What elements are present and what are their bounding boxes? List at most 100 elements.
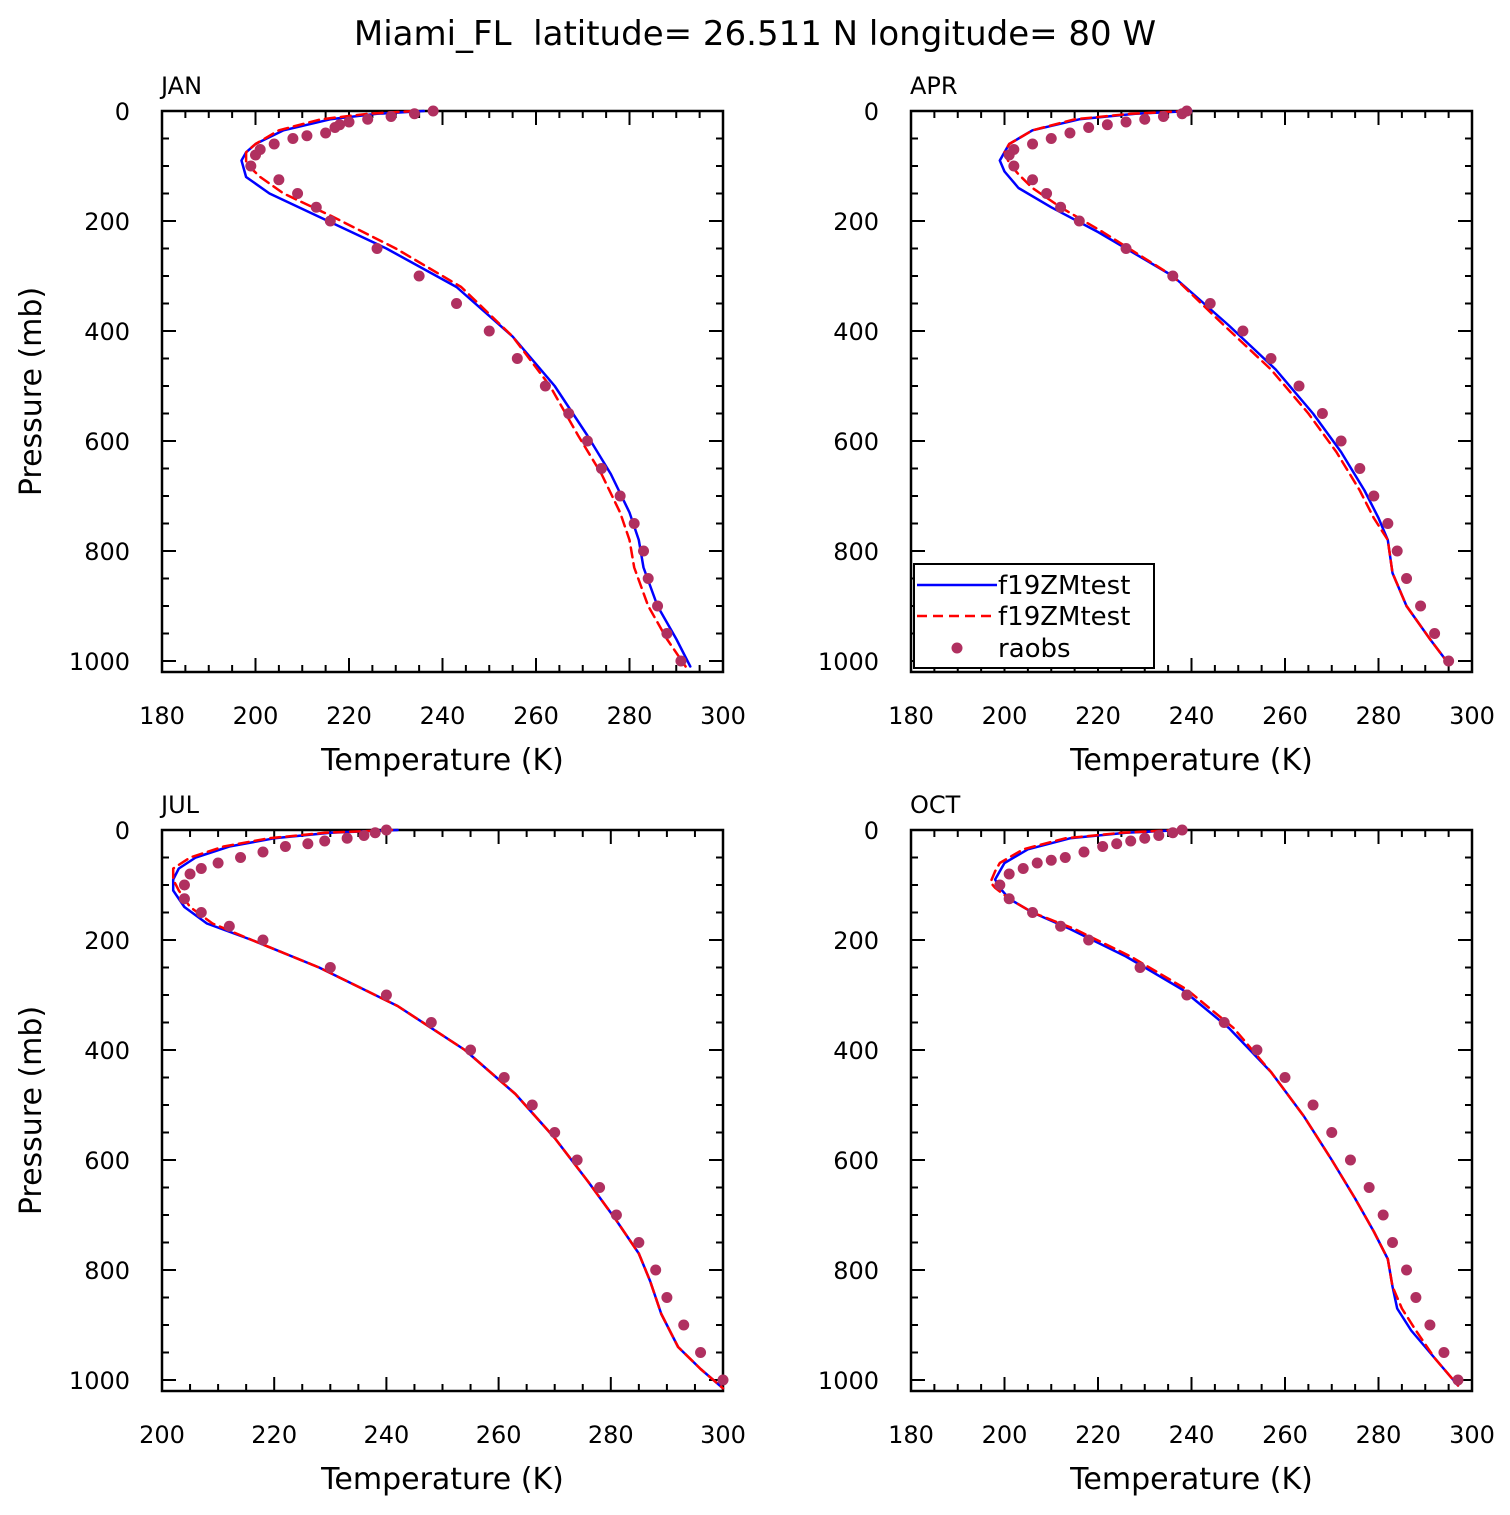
raobs-point	[1410, 1292, 1422, 1303]
y-tick-label: 600	[833, 1147, 879, 1175]
panel-label: APR	[910, 72, 958, 100]
raobs-point	[369, 827, 381, 839]
raobs-point	[661, 1292, 673, 1303]
raobs-point	[642, 573, 654, 584]
x-tick-label: 240	[363, 1421, 409, 1449]
raobs-point	[1134, 962, 1146, 973]
raobs-point	[1027, 907, 1039, 918]
raobs-point	[1045, 133, 1057, 144]
raobs-point	[633, 1237, 645, 1248]
x-tick-label: 240	[1169, 702, 1215, 730]
raobs-point	[1003, 149, 1015, 161]
panel-label: OCT	[910, 791, 961, 819]
raobs-point	[279, 841, 291, 852]
raobs-point	[1167, 270, 1179, 282]
raobs-point	[362, 113, 374, 125]
raobs-point	[465, 1044, 477, 1056]
figure-title: Miami_FL latitude= 26.511 N longitude= 8…	[354, 14, 1156, 54]
raobs-point	[1003, 893, 1015, 905]
y-tick-label: 200	[833, 927, 879, 955]
raobs-point	[1008, 160, 1020, 172]
raobs-point	[250, 149, 261, 161]
raobs-point	[1083, 122, 1095, 133]
raobs-point	[1153, 830, 1165, 841]
raobs-point	[257, 934, 269, 946]
raobs-point	[329, 122, 341, 133]
x-tick-label: 240	[1169, 1421, 1215, 1449]
raobs-point	[184, 868, 196, 880]
model-dashed-line	[989, 828, 1460, 1387]
raobs-point	[1101, 119, 1113, 131]
y-tick-label: 800	[84, 1257, 130, 1285]
raobs-point	[717, 1374, 729, 1386]
raobs-point	[1251, 1044, 1263, 1056]
raobs-point	[1335, 435, 1347, 447]
raobs-point	[571, 1154, 583, 1166]
raobs-point	[1438, 1347, 1450, 1358]
legend-label: raobs	[998, 634, 1071, 664]
raobs-point	[1204, 298, 1216, 309]
y-tick-label: 200	[84, 927, 130, 955]
raobs-point	[1176, 824, 1188, 836]
raobs-point	[301, 130, 313, 142]
x-tick-label: 240	[420, 702, 466, 730]
raobs-point	[287, 133, 299, 144]
raobs-point	[1368, 490, 1380, 502]
raobs-point	[1111, 838, 1123, 850]
x-tick-label: 200	[982, 702, 1028, 730]
raobs-point	[581, 435, 593, 447]
x-tick-label: 180	[888, 702, 934, 730]
raobs-point	[614, 490, 626, 502]
raobs-point	[526, 1099, 538, 1111]
raobs-point	[292, 188, 304, 199]
raobs-point	[1181, 989, 1193, 1001]
y-tick-label: 0	[115, 98, 130, 126]
raobs-point	[675, 655, 687, 667]
raobs-point	[1027, 138, 1039, 150]
x-tick-label: 180	[139, 702, 185, 730]
x-tick-label: 260	[513, 702, 559, 730]
y-tick-label: 200	[84, 208, 130, 236]
raobs-point	[1326, 1127, 1338, 1138]
x-axis-title: Temperature (K)	[320, 1462, 564, 1497]
raobs-point	[1307, 1099, 1319, 1111]
y-tick-label: 0	[864, 98, 879, 126]
raobs-point	[451, 298, 463, 309]
raobs-point	[1387, 1237, 1399, 1248]
x-tick-label: 260	[1262, 1421, 1308, 1449]
raobs-point	[1045, 854, 1057, 866]
raobs-point	[498, 1072, 510, 1083]
y-tick-label: 0	[864, 817, 879, 845]
panel-oct: 180 200 220 240 260 280 300 0 200 400 600 800 1000 OC…	[818, 791, 1495, 1497]
raobs-point	[1073, 215, 1085, 227]
raobs-point	[1003, 868, 1015, 880]
raobs-point	[610, 1209, 622, 1221]
x-tick-label: 300	[1449, 1421, 1495, 1449]
raobs-point	[413, 270, 425, 282]
raobs-point	[1097, 841, 1109, 852]
y-tick-label: 600	[84, 1147, 130, 1175]
raobs-point	[1078, 846, 1090, 858]
raobs-point	[1157, 111, 1169, 122]
raobs-point	[650, 1264, 662, 1276]
model-dashed-line	[171, 828, 725, 1390]
raobs-point	[1316, 408, 1328, 419]
panel-label: JAN	[159, 72, 202, 100]
y-tick-label: 400	[84, 1037, 130, 1065]
y-tick-label: 600	[84, 428, 130, 456]
raobs-point	[1059, 852, 1071, 863]
raobs-point	[595, 463, 607, 474]
x-tick-label: 300	[700, 1421, 746, 1449]
raobs-point	[302, 838, 314, 850]
raobs-point	[427, 105, 439, 117]
x-tick-label: 220	[1075, 1421, 1121, 1449]
raobs-point	[1120, 116, 1132, 128]
x-tick-label: 200	[139, 1421, 185, 1449]
raobs-point	[1237, 325, 1249, 337]
panel-jan: 180 200 220 240 260 280 300 0 200 400 600 800 1000 JA…	[14, 72, 746, 778]
x-axis-title: Temperature (K)	[1069, 1462, 1313, 1497]
raobs-point	[1031, 857, 1043, 869]
